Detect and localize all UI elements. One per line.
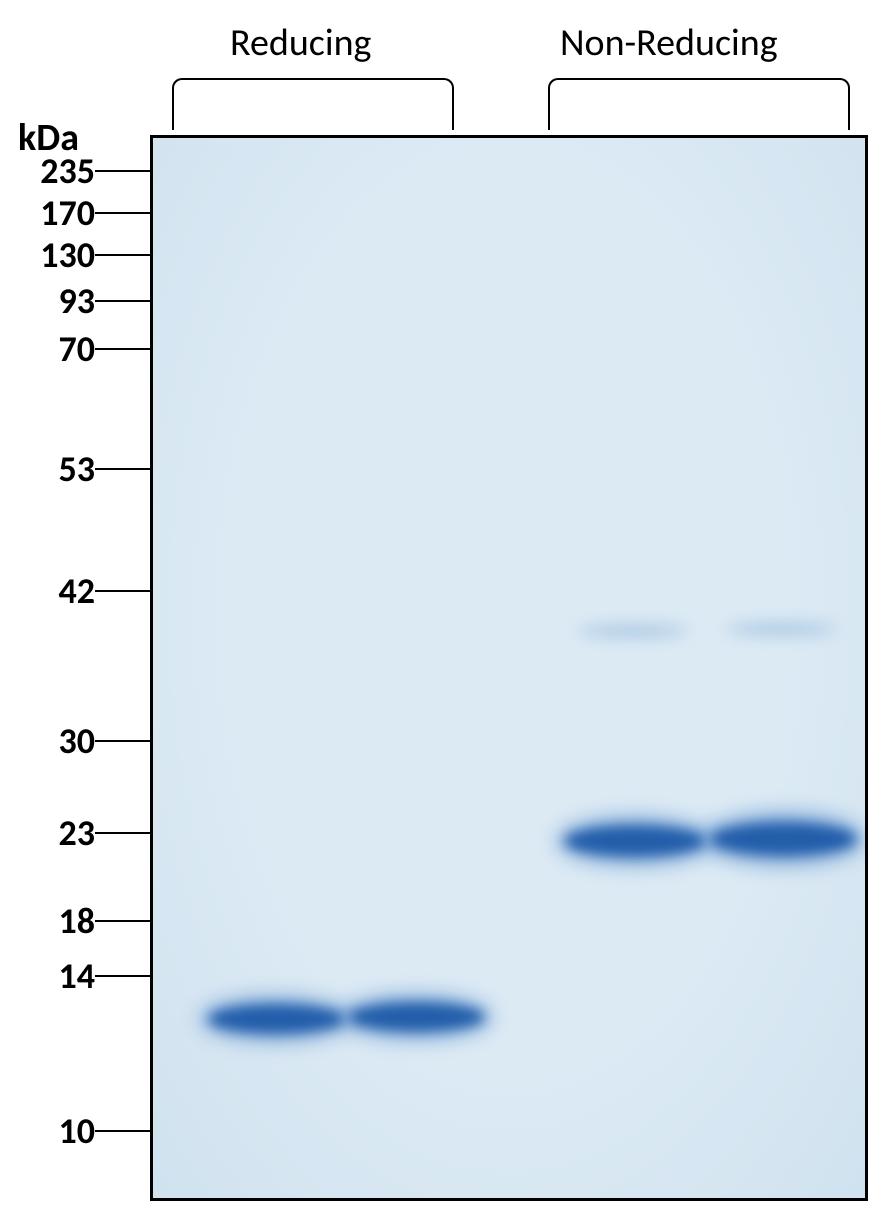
gel-image (150, 135, 868, 1201)
marker-tick-line (95, 975, 150, 977)
marker-tick-line (95, 920, 150, 922)
marker-tick-label: 18 (0, 899, 95, 943)
lane-label-reducing: Reducing (230, 20, 371, 66)
marker-tick-label: 14 (0, 954, 95, 998)
gel-band (565, 826, 705, 856)
marker-tick-line (95, 254, 150, 256)
gel-figure: Reducing Non-Reducing kDa 23517013093705… (0, 0, 895, 1225)
marker-tick-label: 42 (0, 569, 95, 613)
marker-tick-line (95, 170, 150, 172)
gel-band (711, 823, 856, 855)
marker-tick-label: 130 (0, 233, 95, 277)
marker-tick-label: 235 (0, 149, 95, 193)
gel-band (209, 1005, 344, 1033)
marker-tick-line (95, 212, 150, 214)
bracket-reducing (172, 78, 454, 130)
marker-tick-label: 93 (0, 279, 95, 323)
marker-tick-line (95, 740, 150, 742)
marker-tick-line (95, 348, 150, 350)
marker-tick-label: 70 (0, 327, 95, 371)
marker-tick-line (95, 832, 150, 834)
gel-band (349, 1003, 484, 1031)
marker-tick-label: 53 (0, 447, 95, 491)
gel-band (726, 623, 836, 635)
bracket-nonreducing (548, 78, 850, 130)
marker-tick-label: 10 (0, 1109, 95, 1153)
lane-label-nonreducing: Non-Reducing (560, 20, 778, 66)
marker-tick-line (95, 300, 150, 302)
marker-tick-line (95, 1130, 150, 1132)
marker-tick-label: 170 (0, 191, 95, 235)
marker-tick-label: 30 (0, 719, 95, 763)
marker-tick-line (95, 468, 150, 470)
marker-tick-label: 23 (0, 811, 95, 855)
gel-band (578, 625, 688, 637)
marker-tick-line (95, 590, 150, 592)
